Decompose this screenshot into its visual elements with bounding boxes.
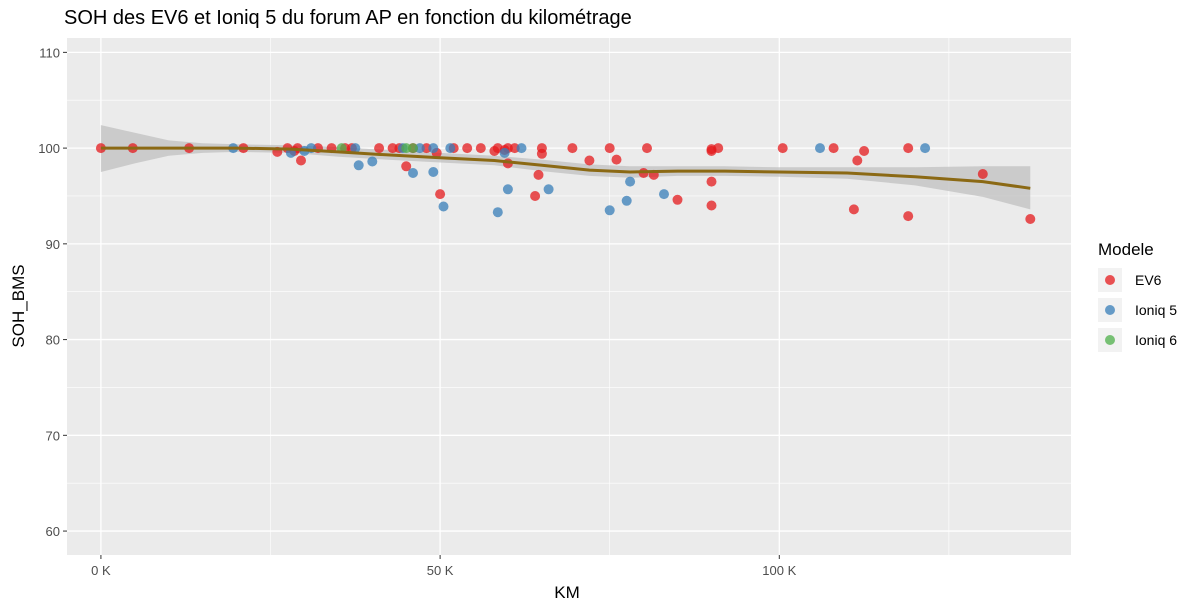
y-tick-label: 80	[46, 333, 60, 348]
data-point-ev6	[1025, 214, 1036, 224]
data-point-ev6	[977, 169, 988, 179]
y-tick-label: 110	[39, 45, 60, 60]
data-point-ioniq-5	[350, 143, 361, 154]
data-point-ev6	[903, 211, 914, 222]
data-point-ev6	[530, 191, 541, 201]
legend-marker-ev6	[1105, 275, 1115, 285]
smooth-line	[100, 146, 1031, 190]
data-point-ev6	[706, 200, 717, 211]
y-tick-label: 70	[46, 428, 60, 443]
data-point-ioniq-5	[367, 156, 378, 167]
data-point-ev6	[584, 155, 595, 166]
data-points	[95, 143, 1036, 224]
legend-title: Modele	[1098, 240, 1154, 259]
legend-marker-ioniq-6	[1105, 335, 1115, 345]
legend: Modele EV6 Ioniq 5 Ioniq 6	[1098, 240, 1177, 352]
legend-label-ioniq-6: Ioniq 6	[1135, 332, 1177, 348]
data-point-ev6	[475, 143, 486, 154]
plot-panel	[67, 38, 1071, 555]
data-point-ioniq-5	[516, 143, 527, 154]
data-point-ioniq-5	[543, 184, 554, 195]
data-point-ev6	[296, 155, 306, 166]
data-point-ev6	[828, 143, 839, 154]
data-point-ioniq-5	[438, 201, 449, 212]
y-tick-label: 90	[46, 237, 60, 252]
data-point-ev6	[533, 169, 544, 180]
data-point-ev6	[536, 143, 547, 154]
data-point-ioniq-5	[621, 195, 632, 206]
data-point-ev6	[435, 189, 446, 200]
data-point-ioniq-5	[625, 176, 636, 187]
data-point-ioniq-5	[920, 143, 931, 154]
data-point-ev6	[567, 143, 578, 154]
data-point-ev6	[852, 155, 863, 166]
data-point-ioniq-5	[408, 168, 418, 178]
y-axis-label: SOH_BMS	[9, 264, 28, 347]
x-axis-label: KM	[554, 583, 580, 602]
data-point-ev6	[859, 146, 870, 156]
y-tick-label: 60	[46, 524, 60, 539]
data-point-ioniq-5	[492, 207, 503, 218]
chart-title: SOH des EV6 et Ioniq 5 du forum AP en fo…	[64, 7, 632, 29]
legend-label-ev6: EV6	[1135, 272, 1162, 288]
data-point-ioniq-5	[502, 184, 513, 195]
x-tick-label: 0 K	[91, 563, 111, 578]
legend-marker-ioniq-5	[1105, 305, 1115, 315]
data-point-ioniq-5	[604, 205, 615, 216]
data-point-ev6	[903, 143, 914, 154]
data-point-ioniq-5	[815, 143, 825, 154]
smooth-trend-line	[100, 146, 1031, 190]
data-point-ev6	[604, 143, 615, 154]
data-point-ioniq-5	[659, 189, 669, 200]
data-point-ioniq-5	[499, 147, 510, 158]
data-point-ev6	[642, 143, 652, 154]
data-point-ev6	[713, 143, 724, 154]
data-point-ev6	[706, 176, 717, 187]
data-point-ioniq-5	[445, 143, 456, 154]
data-point-ev6	[462, 143, 473, 154]
data-point-ev6	[611, 154, 622, 165]
data-point-ev6	[374, 143, 385, 154]
data-point-ioniq-6	[408, 143, 418, 154]
legend-label-ioniq-5: Ioniq 5	[1135, 302, 1177, 318]
data-point-ev6	[848, 204, 859, 215]
data-point-ev6	[401, 161, 412, 172]
x-tick-label: 50 K	[427, 563, 454, 578]
axes: 60 70 80 90 100 110 0 K 50 K 100 K	[38, 45, 796, 578]
y-tick-label: 100	[38, 141, 60, 156]
data-point-ioniq-5	[353, 160, 364, 171]
data-point-ev6	[672, 194, 683, 205]
data-point-ioniq-5	[428, 143, 439, 154]
x-tick-label: 100 K	[762, 563, 796, 578]
data-point-ev6	[777, 143, 788, 154]
data-point-ioniq-5	[428, 167, 439, 177]
